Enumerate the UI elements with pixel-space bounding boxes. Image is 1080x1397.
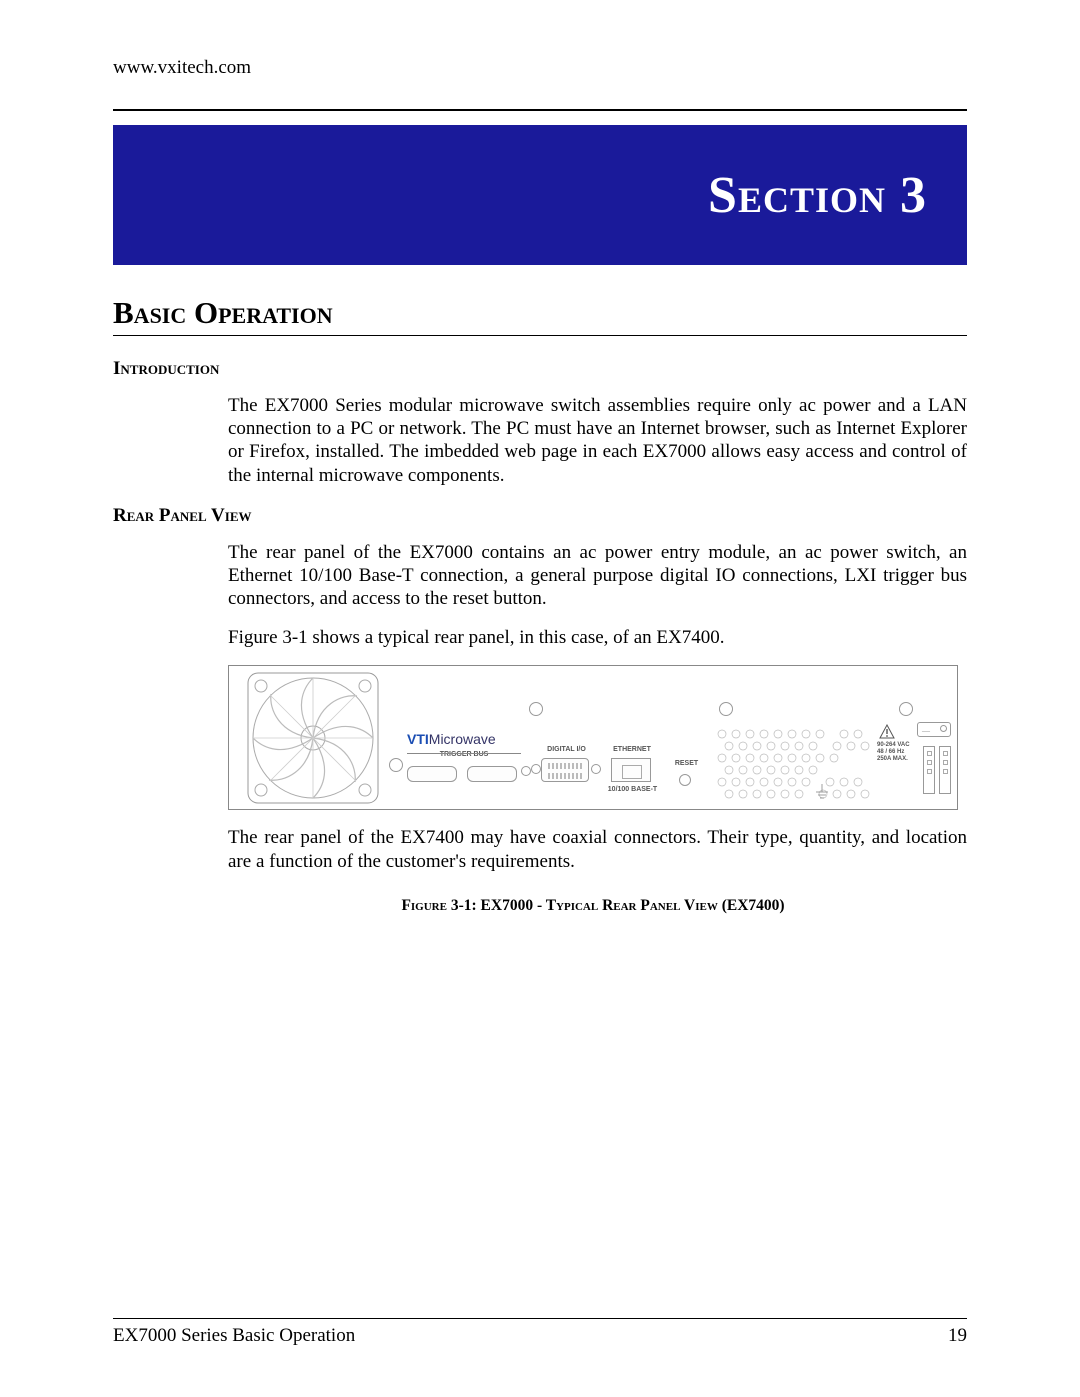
power-inlet-left [923, 746, 935, 794]
figure-caption: Figure 3-1: EX7000 - Typical Rear Panel … [228, 897, 958, 915]
power-switch: — [917, 722, 951, 737]
heading-rear-panel: Rear Panel View [113, 505, 967, 527]
rear-panel-p3: The rear panel of the EX7400 may have co… [228, 826, 967, 872]
footer-page-number: 19 [948, 1325, 967, 1347]
screw-icon [389, 758, 403, 772]
fan-icon [247, 672, 379, 804]
trigger-port-right [467, 766, 517, 782]
header-url: www.vxitech.com [113, 57, 967, 79]
label-reset: RESET [669, 760, 704, 767]
digital-io-port [541, 758, 589, 782]
rj45-jack [622, 765, 642, 779]
top-rule [113, 109, 967, 111]
section-banner: Section 3 [113, 125, 967, 265]
intro-paragraph: The EX7000 Series modular microwave swit… [228, 394, 967, 487]
vent-grid [714, 726, 874, 801]
page-footer: EX7000 Series Basic Operation 19 [113, 1318, 967, 1347]
screw-icon [899, 702, 913, 716]
brand-label: VTIMicrowave [407, 731, 496, 747]
label-power-rating: 90-264 VAC 48 / 66 Hz 250A MAX. [877, 742, 923, 762]
brand-prefix: VTI [407, 731, 429, 747]
screw-icon [719, 702, 733, 716]
label-digital-io: DIGITAL I/O [539, 746, 594, 753]
screw-icon [529, 702, 543, 716]
label-underline [407, 753, 521, 754]
port-pins [548, 763, 584, 769]
heading-introduction: Introduction [113, 358, 967, 380]
page-title: Basic Operation [113, 295, 967, 336]
warning-icon [879, 724, 895, 740]
figure-rear-panel: VTIMicrowave TRIGGER BUS DIGITAL I/O ETH… [228, 665, 958, 810]
screw-icon [591, 764, 601, 774]
port-pins [548, 773, 584, 779]
screw-icon [531, 764, 541, 774]
power-inlet-right [939, 746, 951, 794]
label-baset: 10/100 BASE-T [605, 786, 660, 793]
page: www.vxitech.com Section 3 Basic Operatio… [0, 0, 1080, 1397]
label-ethernet: ETHERNET [607, 746, 657, 753]
footer-left: EX7000 Series Basic Operation [113, 1325, 355, 1347]
rear-panel-p2: Figure 3-1 shows a typical rear panel, i… [228, 626, 967, 649]
brand-suffix: Microwave [429, 731, 496, 747]
rear-panel-p1: The rear panel of the EX7000 contains an… [228, 541, 967, 611]
trigger-port-left [407, 766, 457, 782]
ethernet-port [611, 758, 651, 782]
screw-icon [521, 766, 531, 776]
reset-button [679, 774, 691, 786]
